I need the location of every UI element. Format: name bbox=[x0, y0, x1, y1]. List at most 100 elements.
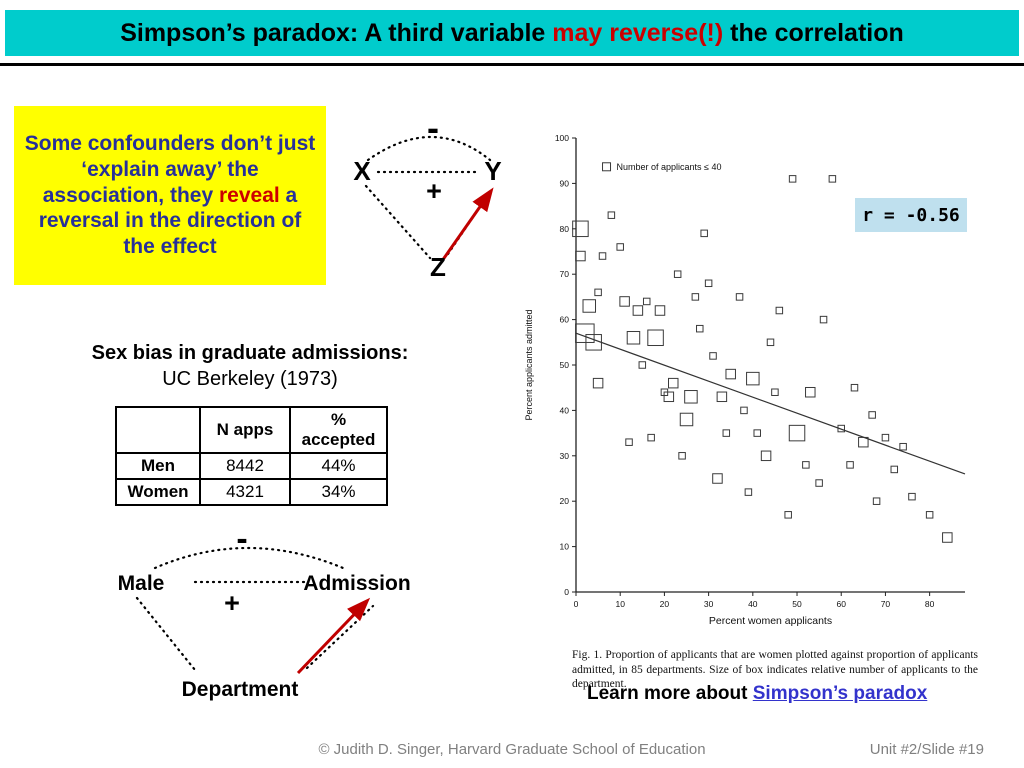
scatter-point bbox=[654, 305, 666, 316]
row-women-accepted: 34% bbox=[289, 478, 388, 506]
scatter-point bbox=[619, 296, 630, 307]
y-tick-label: 0 bbox=[564, 587, 569, 597]
confounder-text-part1: Some confounders don’t just ‘explain awa… bbox=[24, 132, 316, 207]
row-women-napps: 4321 bbox=[199, 478, 291, 506]
adm-plus-sign: + bbox=[224, 588, 240, 618]
scatter-plot: 0 10 20 30 40 50 60 70 80 90 100 0 10 20 30 40 50 60 70 80 N… bbox=[520, 112, 995, 642]
scatter-point bbox=[881, 433, 890, 442]
adm-top-arc bbox=[153, 546, 345, 570]
y-axis-title: Percent applicants admitted bbox=[524, 309, 534, 420]
scatter-point bbox=[942, 532, 953, 543]
y-tick-label: 50 bbox=[560, 360, 570, 370]
adm-red-arrow bbox=[296, 597, 371, 675]
table-row: Men 8442 44% bbox=[115, 452, 388, 480]
adm-male-dept-line bbox=[135, 596, 197, 672]
title-prefix: Simpson’s paradox: A third variable bbox=[120, 18, 553, 47]
scatter-point bbox=[592, 377, 604, 389]
scatter-point bbox=[572, 220, 589, 238]
scatter-point bbox=[846, 461, 854, 469]
table-header-row: N apps % accepted bbox=[115, 406, 388, 454]
row-men-accepted: 44% bbox=[289, 452, 388, 480]
scatter-point bbox=[819, 315, 828, 324]
header-n-apps: N apps bbox=[199, 406, 291, 454]
scatter-point bbox=[788, 175, 797, 183]
xyz-y-label: Y bbox=[484, 156, 501, 186]
y-tick-label: 20 bbox=[560, 496, 570, 506]
scatter-point bbox=[575, 323, 595, 343]
scatter-point bbox=[760, 450, 772, 462]
scatter-point bbox=[626, 331, 641, 345]
regression-line bbox=[575, 332, 966, 475]
scatter-point bbox=[828, 175, 837, 183]
y-tick-label: 10 bbox=[560, 542, 570, 552]
title-divider-line bbox=[0, 63, 1024, 66]
scatter-point bbox=[788, 424, 806, 442]
adm-dept-admission-line bbox=[305, 604, 375, 670]
scatter-point bbox=[684, 390, 698, 404]
x-tick-label: 10 bbox=[615, 599, 625, 609]
x-axis-title: Percent women applicants bbox=[709, 615, 832, 627]
scatter-point bbox=[766, 338, 775, 347]
scatter-point bbox=[746, 371, 760, 386]
scatter-point bbox=[890, 465, 899, 474]
scatter-point bbox=[753, 429, 761, 437]
adm-male-label: Male bbox=[118, 572, 165, 595]
scatter-point bbox=[607, 211, 616, 219]
x-tick-label: 70 bbox=[881, 599, 891, 609]
learn-more-line: Learn more about Simpson’s paradox bbox=[587, 683, 927, 705]
y-tick-label: 60 bbox=[560, 315, 570, 325]
scatter-point bbox=[647, 433, 655, 442]
scatter-point bbox=[673, 270, 682, 278]
y-tick-label: 90 bbox=[560, 178, 570, 188]
scatter-point bbox=[642, 297, 651, 306]
admissions-heading-sub: UC Berkeley (1973) bbox=[162, 368, 338, 390]
scatter-point bbox=[679, 412, 694, 427]
footer-slide-number: Unit #2/Slide #19 bbox=[869, 741, 984, 758]
scatter-point bbox=[678, 452, 686, 460]
scatter-point bbox=[805, 386, 816, 398]
scatter-point bbox=[598, 252, 607, 260]
admissions-heading: Sex bias in graduate admissions: UC Berk… bbox=[60, 340, 440, 392]
row-men-napps: 8442 bbox=[199, 452, 291, 480]
header-blank bbox=[115, 406, 201, 454]
footer-copyright: © Judith D. Singer, Harvard Graduate Sch… bbox=[318, 741, 706, 758]
row-women-label: Women bbox=[115, 478, 201, 506]
x-tick-label: 80 bbox=[925, 599, 935, 609]
y-tick-label: 100 bbox=[555, 133, 569, 143]
slide-title-text: Simpson’s paradox: A third variable may … bbox=[120, 19, 904, 48]
row-men-label: Men bbox=[115, 452, 201, 480]
xyz-xz-line bbox=[364, 184, 432, 260]
x-tick-label: 60 bbox=[836, 599, 846, 609]
header-pct-accepted: % accepted bbox=[289, 406, 388, 454]
scatter-point bbox=[668, 377, 679, 389]
scatter-point bbox=[632, 305, 644, 316]
scatter-point bbox=[575, 250, 586, 262]
learn-more-prefix: Learn more about bbox=[587, 683, 753, 704]
simpsons-paradox-link[interactable]: Simpson’s paradox bbox=[752, 683, 928, 704]
scatter-point bbox=[872, 497, 881, 505]
scatter-point bbox=[784, 511, 792, 519]
xyz-z-label: Z bbox=[430, 252, 446, 282]
confounder-text: Some confounders don’t just ‘explain awa… bbox=[24, 131, 316, 259]
x-tick-label: 20 bbox=[660, 599, 670, 609]
legend-square bbox=[602, 162, 612, 172]
legend-label: Number of applicants ≤ 40 bbox=[617, 162, 722, 172]
scatter-point bbox=[850, 383, 859, 392]
scatter-point bbox=[704, 279, 713, 288]
scatter-point bbox=[716, 391, 728, 403]
scatter-point bbox=[725, 368, 736, 380]
xyz-red-arrow bbox=[440, 187, 494, 262]
scatter-point bbox=[771, 388, 779, 396]
confounder-text-highlight: reveal bbox=[218, 183, 280, 207]
confounder-text-part2: a reversal in the direction of the effec… bbox=[38, 183, 302, 258]
plot-background bbox=[520, 112, 995, 642]
adm-department-label: Department bbox=[182, 678, 299, 701]
x-tick-label: 40 bbox=[748, 599, 758, 609]
y-tick-label: 40 bbox=[560, 405, 570, 415]
scatter-point bbox=[663, 391, 675, 403]
scatter-point bbox=[696, 324, 704, 333]
table-row: Women 4321 34% bbox=[115, 478, 388, 506]
y-tick-label: 80 bbox=[560, 224, 570, 234]
y-tick-label: 30 bbox=[560, 451, 570, 461]
x-tick-label: 30 bbox=[704, 599, 714, 609]
